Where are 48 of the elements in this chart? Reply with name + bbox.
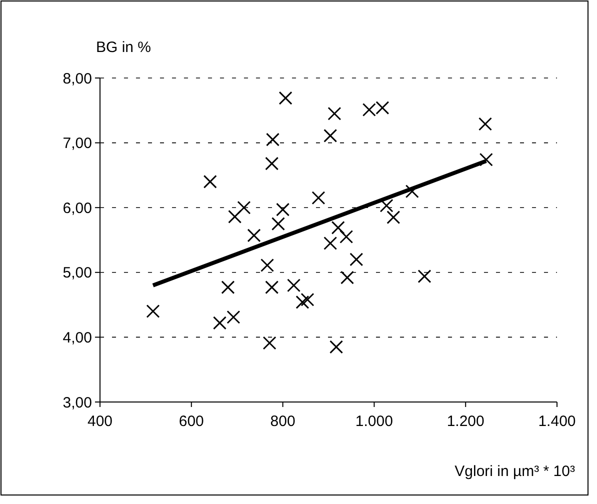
point (328, 106, 342, 120)
point (479, 152, 493, 166)
y-tick-label: 8,00 (62, 70, 92, 88)
point (418, 270, 432, 284)
point (478, 117, 492, 131)
y-tick-label: 7,00 (62, 135, 92, 152)
point (340, 270, 354, 284)
point (203, 174, 217, 188)
point (265, 156, 279, 170)
point (262, 336, 276, 350)
point (350, 252, 364, 266)
point (405, 184, 419, 198)
point (340, 230, 354, 244)
point (271, 217, 285, 231)
point (146, 304, 160, 318)
x-tick-label: 1.000 (355, 413, 393, 430)
point (386, 210, 400, 224)
y-tick-label: 3,00 (62, 394, 92, 412)
point (276, 202, 290, 216)
x-axis-title: Vglori in µm³ * 10³ (454, 463, 575, 480)
point (287, 278, 301, 292)
point (300, 292, 314, 306)
x-tick-label: 800 (270, 413, 296, 430)
y-tick-label: 5,00 (62, 264, 92, 282)
y-axis-title: BG in % (96, 39, 152, 56)
point (296, 295, 310, 309)
point (331, 220, 345, 234)
point (221, 280, 235, 294)
x-tick-label: 1.400 (538, 413, 576, 430)
point (226, 310, 240, 324)
point (237, 200, 251, 214)
point (278, 91, 292, 105)
point (228, 210, 242, 224)
point (265, 280, 279, 294)
point (380, 198, 394, 212)
x-tick-label: 600 (178, 413, 204, 430)
x-tick-label: 1.200 (446, 413, 484, 430)
x-tick-label: 400 (87, 413, 113, 430)
point (324, 128, 338, 142)
y-tick-label: 6,00 (62, 200, 92, 217)
y-tick-label: 4,00 (62, 329, 92, 346)
point (247, 228, 261, 242)
point (212, 316, 226, 330)
point (312, 191, 326, 205)
point (260, 258, 274, 272)
point (330, 340, 344, 354)
point (266, 132, 280, 146)
point (324, 236, 338, 250)
